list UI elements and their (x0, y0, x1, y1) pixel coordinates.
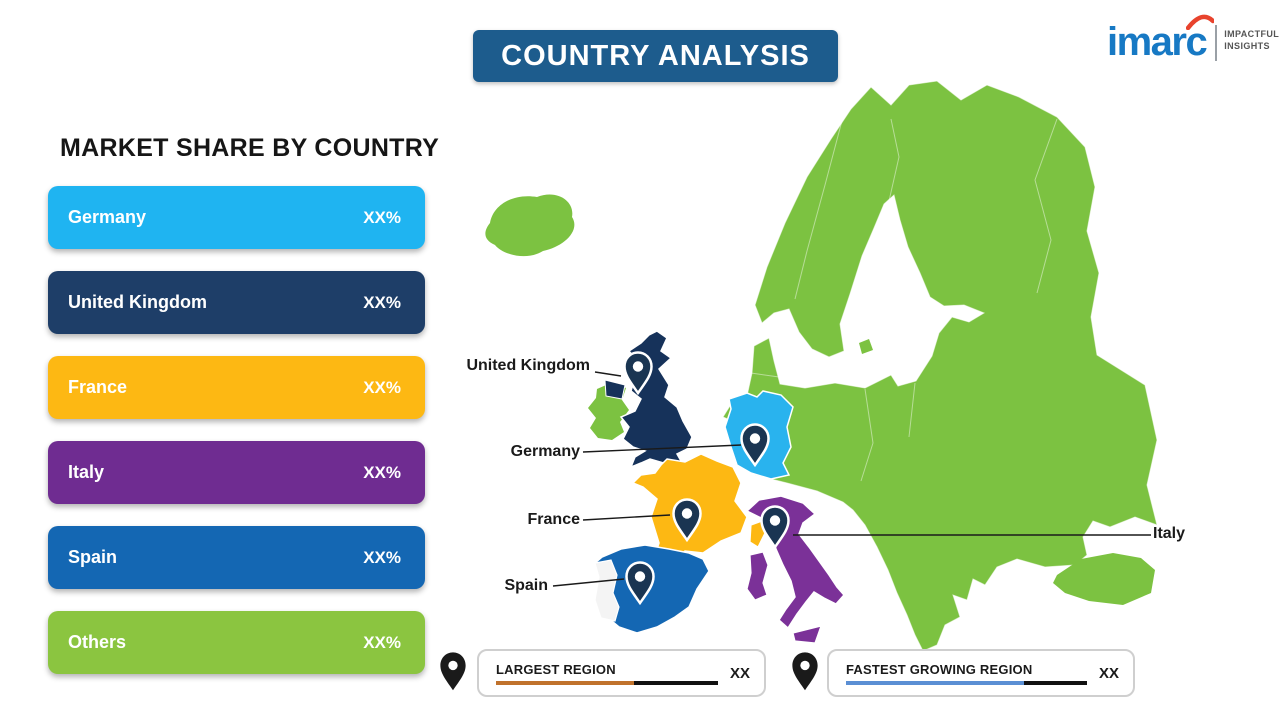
logo-brand-wrap: imarc (1107, 14, 1216, 64)
market-share-list: Germany XX% United Kingdom XX% France XX… (48, 186, 425, 674)
legend-main: LARGEST REGION (496, 662, 718, 685)
legend-value: XX (729, 664, 750, 682)
map-island-sardinia (746, 551, 769, 601)
share-bar-spain: Spain XX% (48, 526, 425, 589)
europe-map (485, 80, 1158, 660)
map-region-portugal (594, 559, 620, 622)
map-label-united-kingdom: United Kingdom (466, 357, 590, 374)
bar-label: United Kingdom (68, 292, 207, 312)
bar-value: XX% (363, 207, 401, 227)
share-bar-germany: Germany XX% (48, 186, 425, 249)
market-share-heading: MARKET SHARE BY COUNTRY (60, 134, 440, 162)
map-label-france: France (527, 511, 580, 528)
bar-value: XX% (363, 292, 401, 312)
legend-box-largest-region: LARGEST REGION XX (477, 649, 766, 697)
legend-bar-accent (846, 680, 1025, 685)
imarc-logo: imarc IMPACTFUL INSIGHTS (1107, 14, 1279, 64)
share-bar-italy: Italy XX% (48, 441, 425, 504)
legend-box-fastest-growing-region: FASTEST GROWING REGION XX (827, 649, 1135, 697)
logo-tagline: IMPACTFUL INSIGHTS (1224, 29, 1279, 52)
share-bar-united-kingdom: United Kingdom XX% (48, 271, 425, 334)
map-island-gotland (859, 339, 873, 354)
logo-brand-text: imarc (1107, 20, 1208, 64)
map-region-iceland (485, 194, 575, 257)
leader-line-france (582, 514, 671, 521)
fastest-growing-pin-icon (792, 652, 818, 691)
map-label-spain: Spain (504, 577, 548, 594)
bar-value: XX% (363, 377, 401, 397)
title-banner: COUNTRY ANALYSIS (473, 30, 838, 82)
legend-main: FASTEST GROWING REGION (846, 662, 1087, 685)
map-island-sicily (792, 625, 822, 644)
legend-underline-bar (496, 680, 718, 685)
logo-divider (1215, 25, 1218, 61)
page-title: COUNTRY ANALYSIS (501, 39, 810, 72)
leader-line-germany (582, 444, 742, 453)
largest-region-pin-icon (440, 652, 466, 691)
map-label-germany: Germany (510, 443, 580, 460)
leader-line-united-kingdom (594, 371, 622, 377)
legend-value: XX (1098, 664, 1119, 682)
internal-borders (750, 116, 1058, 548)
map-region-united-kingdom (619, 330, 693, 469)
bar-value: XX% (363, 547, 401, 567)
bar-label: Others (68, 632, 127, 652)
map-region-mainland (722, 80, 1158, 652)
legend-bar-accent (496, 680, 634, 685)
legend-label: LARGEST REGION (496, 661, 616, 677)
logo-tagline-line2: INSIGHTS (1224, 40, 1270, 51)
bar-label: Spain (68, 547, 118, 567)
label-leader-lines (552, 371, 1151, 587)
bar-value: XX% (363, 632, 401, 652)
legend-bar-dark (633, 680, 718, 685)
leader-line-spain (552, 578, 625, 587)
map-label-italy: Italy (1153, 525, 1186, 542)
bar-value: XX% (363, 462, 401, 482)
legend-underline-bar (846, 680, 1087, 685)
share-bar-france: France XX% (48, 356, 425, 419)
logo-tagline-line1: IMPACTFUL (1224, 29, 1280, 39)
bar-label: France (68, 377, 128, 397)
share-bar-others: Others XX% (48, 611, 425, 674)
bar-label: Germany (68, 207, 147, 227)
map-island-corsica (749, 520, 766, 548)
bar-label: Italy (68, 462, 105, 482)
logo-swoosh-icon (1186, 14, 1216, 35)
legend-bar-dark (1024, 680, 1087, 685)
map-region-turkey (1053, 553, 1155, 605)
legend-label: FASTEST GROWING REGION (846, 661, 1033, 677)
map-region-northern-ireland (604, 379, 626, 400)
